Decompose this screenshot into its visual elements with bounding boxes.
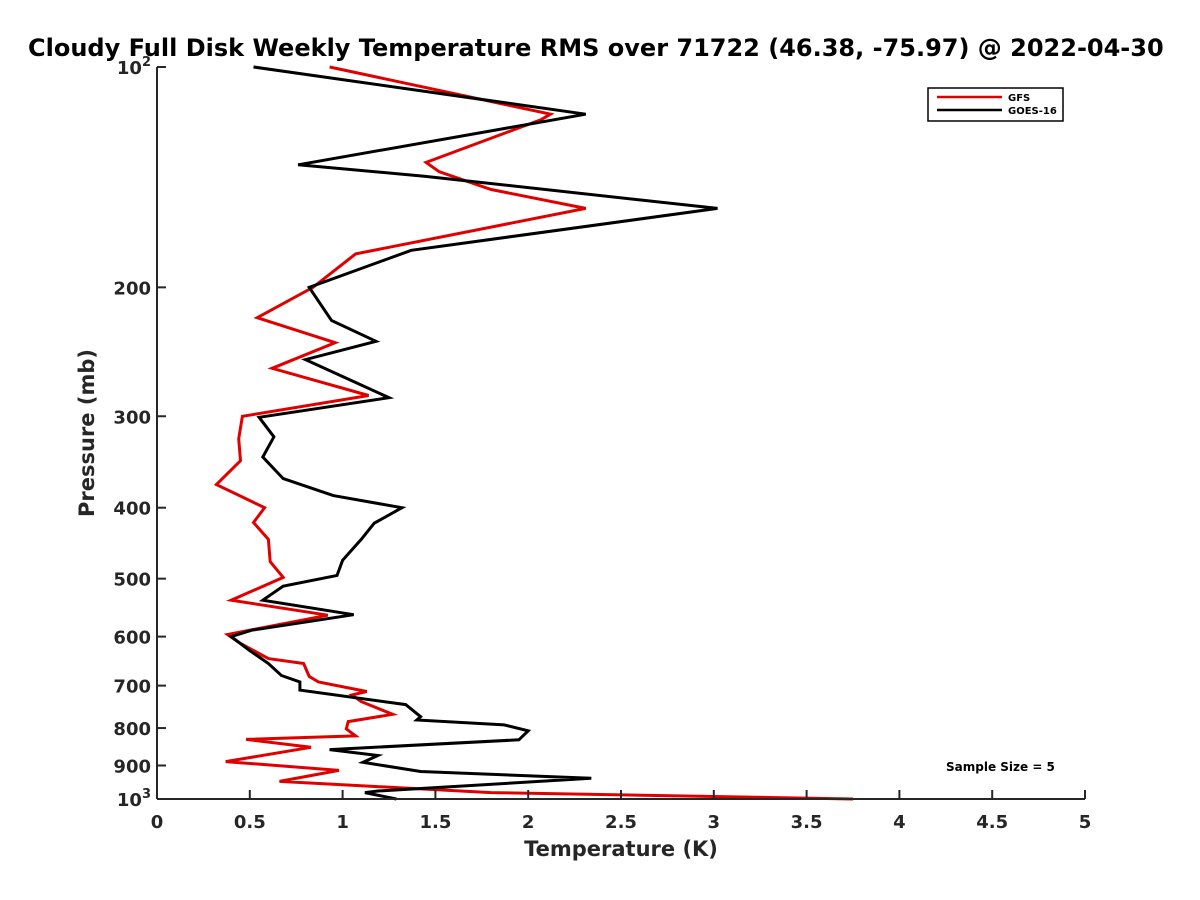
sample-size-annotation: Sample Size = 5 [946,760,1055,774]
y-tick-label: 102 [117,55,151,79]
y-axis-ticks: 102 200 300 400 500 600 700 800 900 103 [113,55,166,811]
y-tick-label: 800 [113,719,151,740]
series-line-gfs [213,65,854,801]
x-tick-label: 4 [893,812,906,833]
y-tick-label: 900 [113,757,151,778]
x-axis-label: Temperature (K) [524,837,718,861]
x-tick-label: 4.5 [976,812,1008,833]
series-line-goes-16 [227,65,718,801]
y-tick-label: 600 [113,628,151,649]
x-tick-label: 3.5 [791,812,823,833]
x-tick-label: 1.5 [419,812,451,833]
y-tick-label: 300 [113,407,151,428]
chart-title: Cloudy Full Disk Weekly Temperature RMS … [28,34,1164,62]
series-layer [213,65,854,801]
y-tick-label: 103 [117,787,151,811]
x-tick-label: 0 [151,812,164,833]
x-tick-label: 0.5 [234,812,266,833]
y-tick-label: 700 [113,677,151,698]
legend-box [927,87,1064,122]
x-tick-label: 3 [708,812,721,833]
legend: GFS GOES-16 [927,87,1064,122]
y-tick-label: 400 [113,499,151,520]
x-tick-label: 5 [1079,812,1092,833]
x-tick-label: 2.5 [605,812,637,833]
x-axis-ticks: 0 0.5 1 1.5 2 2.5 3 3.5 4 4.5 5 [151,790,1092,833]
x-tick-label: 1 [336,812,349,833]
y-tick-label: 200 [113,278,151,299]
legend-label-gfs: GFS [1008,93,1030,104]
legend-label-goes-16: GOES-16 [1008,106,1057,117]
y-axis-label: Pressure (mb) [75,349,99,517]
y-tick-label: 500 [113,570,151,591]
x-tick-label: 2 [522,812,535,833]
plot-area [157,67,1085,799]
